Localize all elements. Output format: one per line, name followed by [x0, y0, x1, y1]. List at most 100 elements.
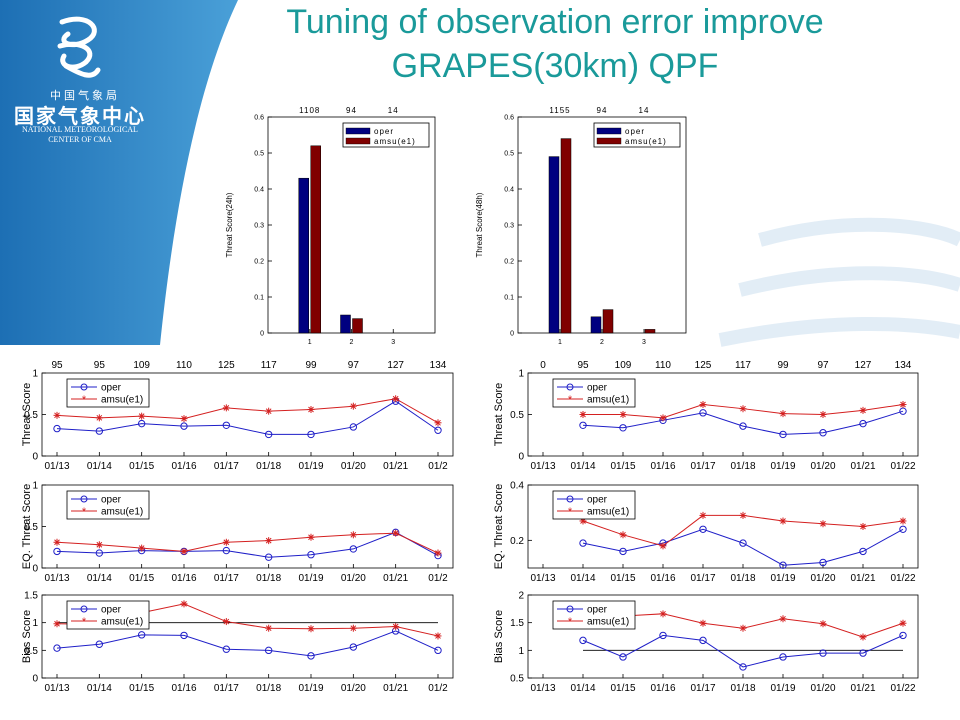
bar-amsu-2	[602, 309, 614, 334]
y-tick-label: 1	[518, 369, 524, 380]
chart-6: 0.2 0.4 EQ. Threat Score 01/13 01/14 01/15 01/…	[493, 481, 919, 584]
x-tick-label: 01/17	[690, 683, 715, 694]
point-oper	[222, 546, 231, 555]
point-amsu	[699, 401, 707, 409]
legend-box	[66, 378, 150, 408]
y-tick-label: 0	[32, 564, 38, 575]
y-tick-label: 1	[32, 481, 38, 492]
point-oper	[579, 636, 587, 645]
legend-marker: *	[82, 394, 87, 406]
legend-box	[552, 490, 636, 520]
x-tick-label: 01/16	[171, 573, 196, 584]
x-tick-label: 01/18	[256, 573, 281, 584]
count-label: 99	[305, 360, 317, 371]
point-amsu	[779, 517, 787, 525]
point-amsu	[265, 407, 273, 415]
legend-swatch	[596, 137, 622, 145]
legend: oper * amsu(e1)	[552, 378, 636, 408]
x-tick-label: 01/20	[341, 461, 366, 472]
x-tick-label: 01/17	[214, 683, 239, 694]
point-amsu	[95, 541, 103, 549]
point-oper	[859, 419, 867, 428]
count-label: 94	[346, 106, 357, 115]
x-tick-label: 01/21	[383, 461, 408, 472]
decorative-arcs	[718, 217, 960, 347]
x-tick-label: 01/14	[87, 683, 112, 694]
y-tick-label: 1	[518, 646, 524, 657]
point-amsu	[434, 419, 442, 427]
legend-marker	[566, 383, 574, 391]
count-label: 110	[176, 360, 192, 371]
count-label: 117	[735, 360, 751, 371]
point-oper	[619, 424, 627, 432]
count-label: 127	[387, 360, 404, 371]
legend-label: oper	[625, 127, 645, 136]
y-tick-label: 0.4	[504, 186, 514, 193]
point-oper	[619, 547, 627, 556]
bar-oper-1	[298, 177, 309, 334]
x-tick-label: 01/21	[850, 683, 875, 694]
point-amsu	[659, 542, 667, 550]
count-label: 134	[430, 360, 447, 371]
count-label: 0	[540, 360, 546, 371]
chart-7: 0 0.5 1 1.5 Bias Score 01/13 01/14 01/15 01/16 01…	[21, 591, 454, 694]
x-tick-label: 01/22	[890, 461, 915, 472]
legend: oper * amsu(e1)	[66, 378, 150, 408]
point-amsu	[222, 404, 230, 412]
legend-label: oper	[101, 383, 122, 394]
y-tick-label: 0.6	[254, 114, 264, 121]
count-label: 95	[577, 360, 589, 371]
legend-box	[66, 600, 150, 630]
x-tick-label: 01/13	[530, 683, 555, 694]
y-tick-label: 0.5	[24, 522, 38, 533]
legend-label: amsu(e1)	[587, 617, 629, 628]
x-tick-label: 01/21	[850, 573, 875, 584]
x-tick-label: 01/18	[730, 461, 755, 472]
point-amsu	[619, 531, 627, 539]
x-tick-label: 01/22	[890, 683, 915, 694]
point-amsu	[307, 406, 315, 414]
point-oper	[859, 547, 867, 556]
x-tick-label: 01/2	[428, 573, 448, 584]
point-amsu	[307, 533, 315, 541]
point-oper	[137, 419, 146, 428]
point-amsu	[180, 600, 188, 608]
point-amsu	[95, 414, 103, 422]
count-label: 109	[133, 360, 150, 371]
point-oper	[739, 422, 747, 430]
slide-title-line1: Tuning of observation error improve	[286, 3, 824, 41]
point-amsu	[819, 520, 827, 528]
y-tick-label: 1.5	[510, 618, 524, 629]
point-oper	[53, 644, 61, 652]
series-line-oper	[56, 531, 439, 558]
x-tick-label: 01/13	[44, 683, 69, 694]
point-amsu	[899, 517, 907, 525]
y-axis-label: Threat Score(48h)	[475, 192, 484, 257]
point-amsu	[779, 615, 787, 623]
point-oper	[222, 421, 231, 429]
x-tick-label: 01/20	[341, 573, 366, 584]
x-tick-label: 01/22	[890, 573, 915, 584]
x-tick-label: 01/20	[341, 683, 366, 694]
point-amsu	[349, 531, 357, 539]
point-amsu	[699, 619, 707, 627]
point-oper	[619, 653, 627, 661]
legend-swatch	[596, 127, 622, 135]
point-oper	[819, 429, 827, 437]
plot-frame	[267, 116, 436, 334]
legend-label: amsu(e1)	[101, 507, 143, 518]
y-tick-label: 2	[518, 591, 524, 602]
point-oper	[659, 631, 667, 640]
y-axis-label: Threat Score(24h)	[225, 192, 234, 257]
legend: oper * amsu(e1)	[66, 490, 150, 520]
y-axis-label: Bias Score	[21, 610, 33, 663]
count-label: 97	[348, 360, 360, 371]
point-amsu	[392, 623, 400, 631]
series-line-amsu	[56, 398, 439, 424]
legend-label: oper	[587, 495, 608, 506]
point-oper	[307, 430, 315, 439]
point-oper	[95, 427, 104, 435]
y-tick-label: 0	[32, 674, 38, 685]
